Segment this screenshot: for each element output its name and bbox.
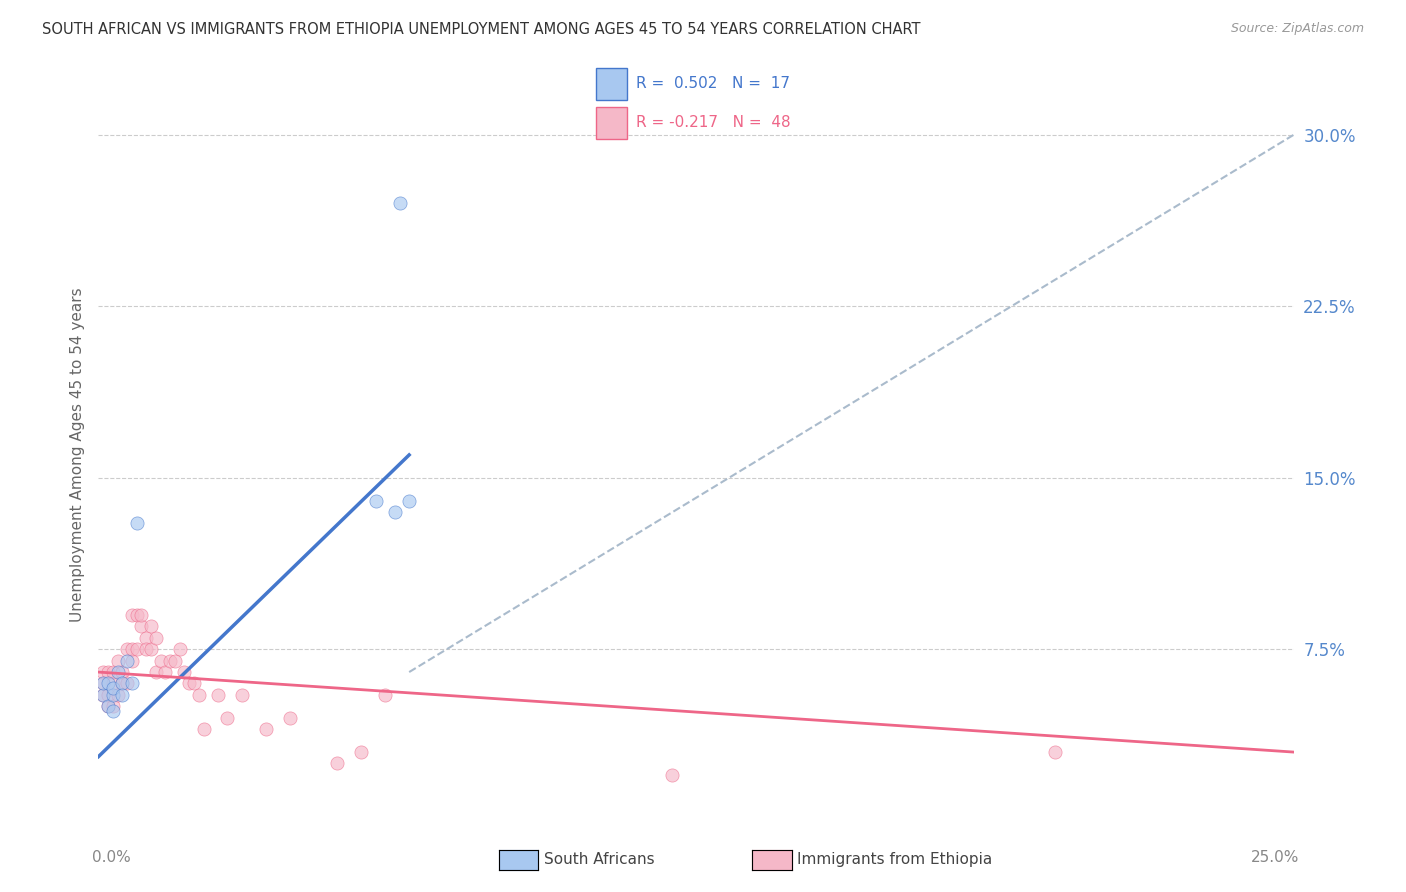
Point	[107, 688, 129, 702]
Point	[121, 607, 143, 622]
Point	[121, 654, 143, 668]
Point	[101, 676, 124, 690]
Text: South Africans: South Africans	[544, 853, 655, 867]
Point	[169, 642, 191, 657]
Point	[121, 676, 143, 690]
Point	[101, 688, 124, 702]
Point	[91, 688, 114, 702]
Point	[131, 607, 153, 622]
Point	[350, 745, 373, 759]
Point	[145, 631, 167, 645]
Point	[101, 681, 124, 695]
Point	[131, 619, 153, 633]
Point	[125, 607, 148, 622]
Point	[111, 676, 134, 690]
Point	[135, 642, 157, 657]
Point	[149, 654, 172, 668]
Text: 25.0%: 25.0%	[1251, 850, 1299, 865]
Bar	[596, 68, 627, 100]
Point	[183, 676, 205, 690]
Y-axis label: Unemployment Among Ages 45 to 54 years: Unemployment Among Ages 45 to 54 years	[69, 287, 84, 623]
Point	[97, 665, 120, 679]
Point	[661, 768, 683, 782]
Point	[121, 642, 143, 657]
Point	[115, 654, 138, 668]
Point	[384, 505, 406, 519]
Point	[91, 665, 114, 679]
Point	[217, 711, 239, 725]
Point	[374, 688, 396, 702]
Point	[155, 665, 177, 679]
Point	[111, 676, 134, 690]
Point	[111, 665, 134, 679]
Point	[193, 723, 215, 737]
Point	[101, 665, 124, 679]
Point	[179, 676, 201, 690]
Point	[91, 688, 114, 702]
Point	[111, 688, 134, 702]
Point	[187, 688, 209, 702]
Point	[115, 676, 138, 690]
Point	[254, 723, 277, 737]
Point	[145, 665, 167, 679]
Point	[115, 642, 138, 657]
Point	[101, 699, 124, 714]
Point	[163, 654, 186, 668]
Point	[139, 619, 162, 633]
Point	[97, 676, 120, 690]
Point	[91, 676, 114, 690]
Point	[125, 516, 148, 531]
Text: R =  0.502   N =  17: R = 0.502 N = 17	[636, 76, 790, 91]
Point	[97, 699, 120, 714]
Point	[91, 676, 114, 690]
Point	[388, 196, 411, 211]
Point	[107, 665, 129, 679]
Point	[125, 642, 148, 657]
Point	[207, 688, 229, 702]
Point	[135, 631, 157, 645]
Point	[173, 665, 195, 679]
Point	[139, 642, 162, 657]
Point	[326, 756, 349, 771]
Point	[364, 493, 387, 508]
Point	[1043, 745, 1066, 759]
Point	[278, 711, 301, 725]
Text: 0.0%: 0.0%	[93, 850, 131, 865]
Point	[231, 688, 253, 702]
Text: R = -0.217   N =  48: R = -0.217 N = 48	[636, 115, 790, 130]
Text: Source: ZipAtlas.com: Source: ZipAtlas.com	[1230, 22, 1364, 36]
Point	[107, 654, 129, 668]
Text: SOUTH AFRICAN VS IMMIGRANTS FROM ETHIOPIA UNEMPLOYMENT AMONG AGES 45 TO 54 YEARS: SOUTH AFRICAN VS IMMIGRANTS FROM ETHIOPI…	[42, 22, 921, 37]
Point	[97, 688, 120, 702]
Bar	[596, 106, 627, 139]
Point	[159, 654, 181, 668]
Point	[101, 704, 124, 718]
Point	[398, 493, 420, 508]
Point	[97, 699, 120, 714]
Text: Immigrants from Ethiopia: Immigrants from Ethiopia	[797, 853, 993, 867]
